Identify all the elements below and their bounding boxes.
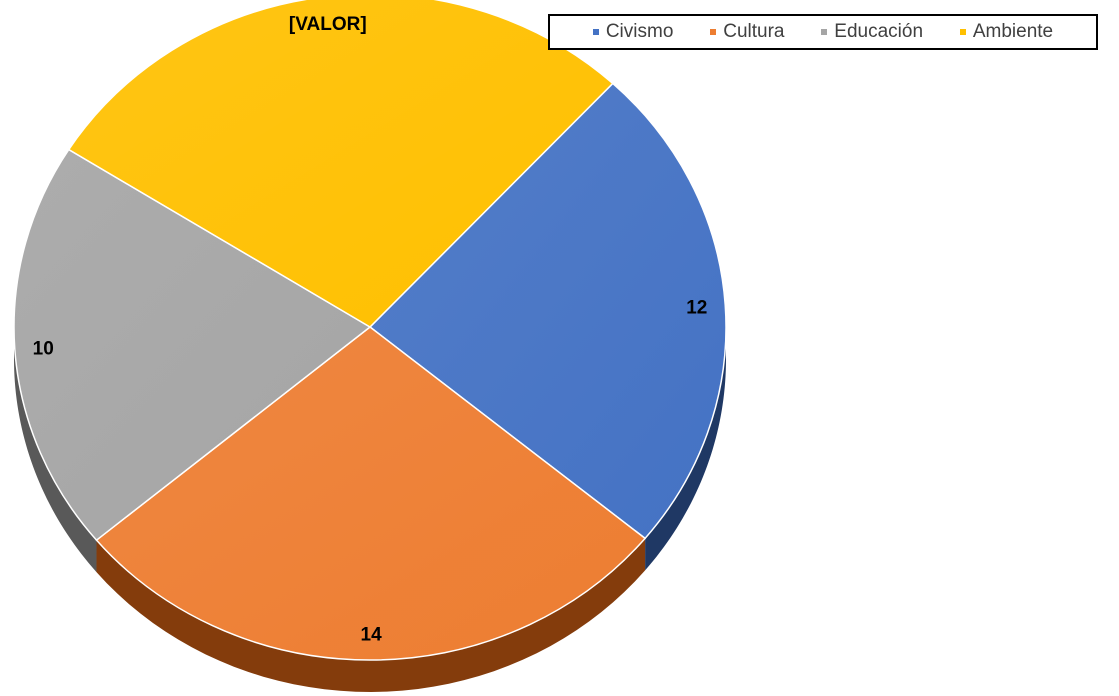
legend-marker-cultura <box>710 29 717 35</box>
pie-side-educacion <box>14 327 97 573</box>
pie-slices <box>13 0 727 661</box>
data-label-ambiente: [VALOR] <box>289 14 367 35</box>
legend-item-educacion: Educación <box>821 21 923 43</box>
pie-slice-cultura <box>95 326 647 661</box>
legend-marker-civismo <box>592 29 599 35</box>
legend: Civismo Cultura Educación Ambiente <box>548 14 1098 50</box>
data-label-civismo: 12 <box>686 298 707 319</box>
data-label-cultura: 14 <box>361 624 383 645</box>
pie-sides <box>14 327 726 692</box>
pie-slice-ambiente <box>67 0 614 328</box>
legend-item-ambiente: Ambiente <box>959 21 1054 43</box>
data-labels: 12 14 10 [VALOR] <box>33 14 708 645</box>
data-label-educacion: 10 <box>33 338 54 359</box>
pie-slice-civismo <box>368 82 727 540</box>
legend-label-cultura: Cultura <box>723 21 785 42</box>
pie-side-civismo <box>645 327 726 571</box>
legend-marker-educacion <box>821 29 828 35</box>
legend-label-educacion: Educación <box>834 21 924 42</box>
legend-label-ambiente: Ambiente <box>972 21 1054 42</box>
legend-marker-ambiente <box>959 29 966 35</box>
legend-label-civismo: Civismo <box>605 21 674 42</box>
pie-slice-educacion <box>13 148 372 542</box>
legend-item-civismo: Civismo <box>592 21 674 43</box>
pie-side-cultura <box>96 538 646 692</box>
legend-item-cultura: Cultura <box>710 21 784 43</box>
